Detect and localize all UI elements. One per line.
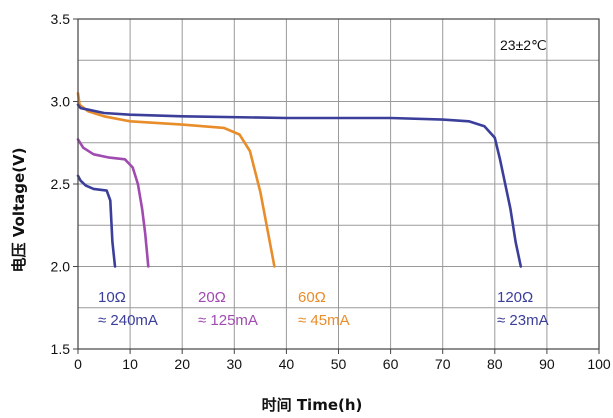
series-label-60ohm: 60Ω ≈ 45mA bbox=[298, 289, 350, 329]
y-tick-label: 2.0 bbox=[51, 259, 71, 275]
series-current-120ohm: ≈ 23mA bbox=[497, 312, 549, 329]
y-tick-label: 3.5 bbox=[51, 11, 71, 27]
series-label-120ohm: 120Ω ≈ 23mA bbox=[497, 289, 549, 329]
x-tick-label: 50 bbox=[331, 356, 347, 372]
series-label-10ohm: 10Ω ≈ 240mA bbox=[98, 289, 158, 329]
series-lines bbox=[76, 92, 523, 268]
series-current-20ohm: ≈ 125mA bbox=[198, 312, 258, 329]
plot-border bbox=[77, 18, 600, 350]
series-line-3 bbox=[76, 103, 523, 268]
y-tick-label: 1.5 bbox=[51, 341, 71, 357]
x-tick-label: 60 bbox=[383, 356, 399, 372]
y-tick-label: 2.5 bbox=[51, 176, 71, 192]
series-label-20ohm: 20Ω ≈ 125mA bbox=[198, 289, 258, 329]
series-name-10ohm: 10Ω bbox=[98, 289, 126, 306]
x-axis-title: 时间 Time(h) bbox=[262, 396, 363, 414]
series-name-120ohm: 120Ω bbox=[497, 289, 533, 306]
y-tick-label: 3.0 bbox=[51, 94, 71, 110]
x-tick-label: 10 bbox=[122, 356, 138, 372]
series-line-0 bbox=[76, 174, 117, 268]
x-tick-label: 70 bbox=[435, 356, 451, 372]
x-tick-label: 80 bbox=[487, 356, 503, 372]
y-axis-ticks: 1.5 2.0 2.5 3.0 3.5 bbox=[51, 11, 78, 357]
series-current-60ohm: ≈ 45mA bbox=[298, 312, 350, 329]
x-tick-label: 40 bbox=[279, 356, 295, 372]
series-name-60ohm: 60Ω bbox=[298, 289, 326, 306]
temperature-annotation: 23±2℃ bbox=[500, 37, 547, 53]
x-tick-label: 30 bbox=[227, 356, 243, 372]
series-current-10ohm: ≈ 240mA bbox=[98, 312, 158, 329]
x-tick-label: 0 bbox=[74, 356, 82, 372]
x-tick-label: 20 bbox=[174, 356, 190, 372]
series-name-20ohm: 20Ω bbox=[198, 289, 226, 306]
x-tick-label: 100 bbox=[587, 356, 611, 372]
x-axis-ticks: 0 10 20 30 40 50 60 70 80 90 100 bbox=[74, 349, 611, 372]
series-line-1 bbox=[76, 138, 150, 268]
y-axis-title: 电压 Voltage(V) bbox=[10, 148, 28, 273]
x-tick-label: 90 bbox=[539, 356, 555, 372]
